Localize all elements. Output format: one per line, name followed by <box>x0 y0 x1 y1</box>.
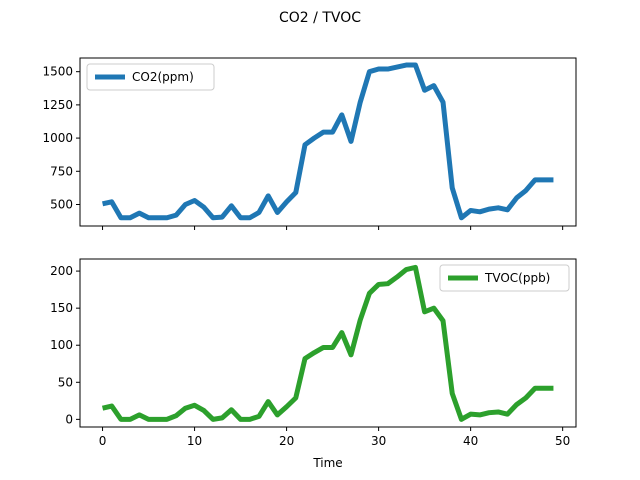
legend-box <box>86 63 215 91</box>
x-tick-label: 50 <box>555 434 570 448</box>
subplot-2: 0 10 20 30 40 50 0 50 100 150 200 Time TVOC(ppb) <box>50 258 577 470</box>
y-tick-label: 50 <box>58 375 73 389</box>
y-tick-label: 1500 <box>42 65 73 79</box>
y-tick-label: 1000 <box>42 131 73 145</box>
y-tick-label: 150 <box>50 301 73 315</box>
y-tick-label: 100 <box>50 338 73 352</box>
x-tick-label: 0 <box>99 434 107 448</box>
x-tick-label: 20 <box>279 434 294 448</box>
x-tick-label: 30 <box>371 434 386 448</box>
y-tick-label: 200 <box>50 264 73 278</box>
x-tick-label: 10 <box>187 434 202 448</box>
x-axis-label: Time <box>312 456 342 470</box>
figure-title: CO2 / TVOC <box>279 10 361 26</box>
y-tick-label: 500 <box>50 197 73 211</box>
y-tick-label: 0 <box>65 412 73 426</box>
series-line-1 <box>102 62 554 221</box>
legend-box <box>439 264 570 292</box>
legend: CO2(ppm) <box>86 63 215 91</box>
legend-label: TVOC(ppb) <box>484 271 550 285</box>
axes-frame <box>79 258 577 428</box>
y-tick-label: 1250 <box>42 98 73 112</box>
legend: TVOC(ppb) <box>439 264 570 292</box>
axes-frame <box>79 57 577 227</box>
series-line-1 <box>101 264 554 422</box>
subplot-1: 500 750 1000 1250 1500 CO2(ppm) <box>42 57 577 230</box>
x-tick-label: 40 <box>463 434 478 448</box>
y-tick-label: 750 <box>50 164 73 178</box>
legend-label: CO2(ppm) <box>132 70 194 84</box>
